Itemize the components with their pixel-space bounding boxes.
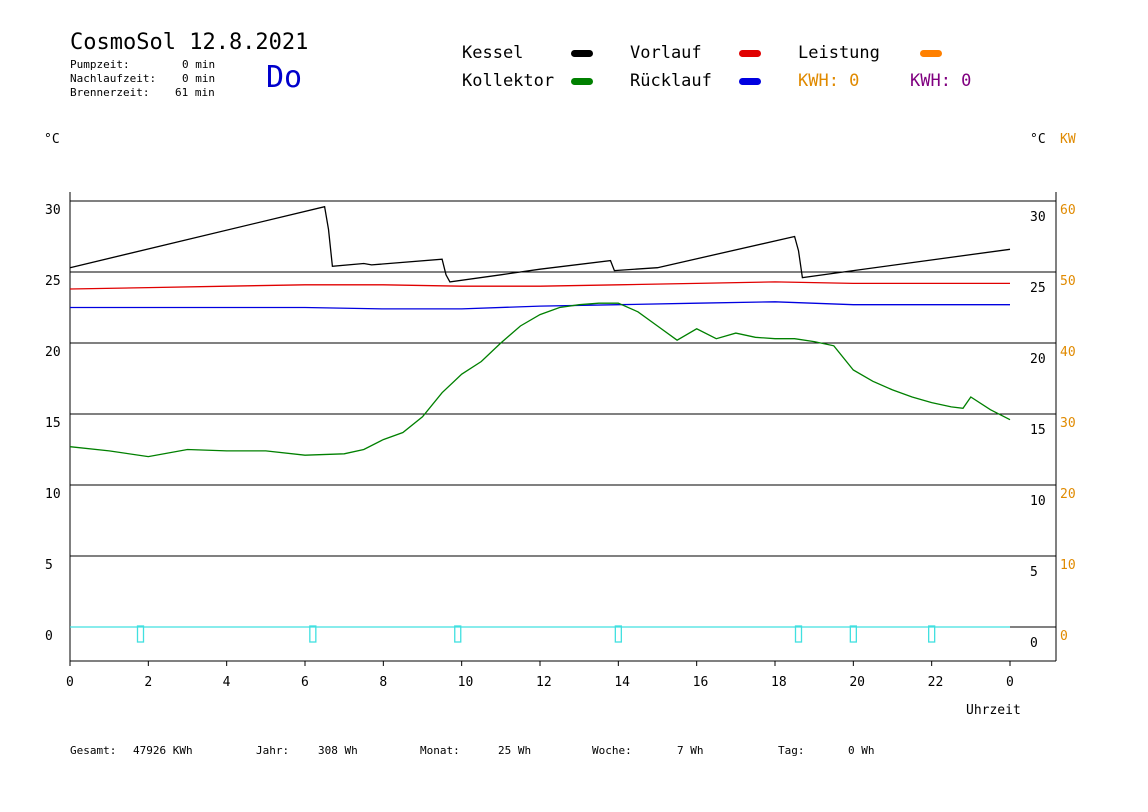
pump-mark bbox=[136, 625, 145, 643]
kwh-right-value: KWH: 0 bbox=[910, 71, 972, 91]
y-tick-label-power: 50 bbox=[1060, 274, 1076, 289]
footer-gesamt-label: Gesamt: bbox=[70, 744, 117, 757]
footer-jahr-label: Jahr: bbox=[256, 744, 290, 757]
pump-mark bbox=[614, 625, 622, 643]
legend-leistung-label: Leistung bbox=[798, 43, 880, 63]
right-axis-power-unit: KW bbox=[1060, 132, 1076, 147]
y-tick-label-left: 25 bbox=[45, 274, 61, 289]
chart-title: CosmoSol 12.8.2021 bbox=[70, 30, 309, 55]
stat-nachlaufzeit-label: Nachlaufzeit: bbox=[70, 72, 157, 85]
x-tick-label: 8 bbox=[379, 675, 387, 690]
pump-mark bbox=[794, 625, 803, 643]
x-tick-label: 12 bbox=[536, 675, 552, 690]
x-tick-label: 6 bbox=[301, 675, 309, 690]
y-tick-label-right: 25 bbox=[1030, 281, 1046, 296]
footer-tag-label: Tag: bbox=[778, 744, 805, 757]
y-tick-label-right: 0 bbox=[1030, 636, 1038, 651]
footer-monat-label: Monat: bbox=[420, 744, 460, 757]
x-tick-label: 18 bbox=[771, 675, 787, 690]
footer-gesamt-value: 47926 KWh bbox=[133, 744, 193, 757]
x-tick-label: 2 bbox=[144, 675, 152, 690]
x-axis-label: Uhrzeit bbox=[966, 703, 1021, 718]
legend-kessel-swatch bbox=[571, 50, 593, 57]
footer-jahr-value: 308 Wh bbox=[318, 744, 358, 757]
weekday-label: Do bbox=[266, 60, 303, 95]
y-tick-label-power: 20 bbox=[1060, 487, 1076, 502]
y-tick-label-left: 20 bbox=[45, 345, 61, 360]
series-line-kessel bbox=[69, 205, 1011, 283]
legend-kollektor-label: Kollektor bbox=[462, 71, 555, 91]
x-tick-label: 10 bbox=[458, 675, 474, 690]
pump-mark bbox=[309, 625, 317, 643]
x-tick-label: 16 bbox=[693, 675, 709, 690]
y-tick-label-left: 15 bbox=[45, 416, 61, 431]
y-tick-label-right: 5 bbox=[1030, 565, 1038, 580]
stat-nachlaufzeit-value: 0 min bbox=[182, 72, 216, 85]
legend-ruecklauf-label: Rücklauf bbox=[630, 71, 712, 91]
y-tick-label-right: 10 bbox=[1030, 494, 1046, 509]
legend-vorlauf-label: Vorlauf bbox=[630, 43, 702, 63]
y-tick-label-power: 60 bbox=[1060, 203, 1076, 218]
right-axis-unit: °C bbox=[1030, 132, 1046, 147]
y-tick-label-power: 40 bbox=[1060, 345, 1076, 360]
legend-kollektor-swatch bbox=[571, 78, 593, 85]
y-tick-label-right: 15 bbox=[1030, 423, 1046, 438]
y-tick-label-power: 30 bbox=[1060, 416, 1076, 431]
x-tick-label: 20 bbox=[849, 675, 865, 690]
legend-kessel-label: Kessel bbox=[462, 43, 524, 63]
x-tick-label: 4 bbox=[223, 675, 231, 690]
kwh-left-value: KWH: 0 bbox=[798, 71, 860, 91]
x-tick-label: 0 bbox=[1006, 675, 1014, 690]
legend-vorlauf-swatch bbox=[739, 50, 761, 57]
y-tick-label-left: 0 bbox=[45, 629, 53, 644]
stat-brennerzeit-label: Brennerzeit: bbox=[70, 86, 150, 99]
y-tick-label-left: 5 bbox=[45, 558, 53, 573]
left-axis-unit: °C bbox=[44, 132, 60, 147]
legend-leistung-swatch bbox=[920, 50, 942, 57]
y-tick-label-left: 10 bbox=[45, 487, 61, 502]
series-line-vorlauf bbox=[69, 281, 1010, 290]
x-tick-label: 22 bbox=[928, 675, 944, 690]
x-tick-label: 0 bbox=[66, 675, 74, 690]
stat-pumpzeit-label: Pumpzeit: bbox=[70, 58, 130, 71]
y-tick-label-right: 30 bbox=[1030, 210, 1046, 225]
series-line-rcklauf bbox=[70, 301, 1010, 310]
legend-ruecklauf-swatch bbox=[739, 78, 761, 85]
series-line-kollektor bbox=[69, 302, 1011, 458]
stat-brennerzeit-value: 61 min bbox=[175, 86, 215, 99]
y-tick-label-left: 30 bbox=[45, 203, 61, 218]
y-tick-label-right: 20 bbox=[1030, 352, 1046, 367]
x-tick-label: 14 bbox=[614, 675, 630, 690]
pump-mark bbox=[849, 625, 857, 643]
pump-mark bbox=[928, 625, 936, 643]
stat-pumpzeit-value: 0 min bbox=[182, 58, 216, 71]
footer-tag-value: 0 Wh bbox=[848, 744, 875, 757]
footer-woche-label: Woche: bbox=[592, 744, 632, 757]
pump-mark bbox=[454, 625, 462, 643]
footer-woche-value: 7 Wh bbox=[677, 744, 704, 757]
y-tick-label-power: 0 bbox=[1060, 629, 1068, 644]
footer-monat-value: 25 Wh bbox=[498, 744, 532, 757]
y-tick-label-power: 10 bbox=[1060, 558, 1076, 573]
